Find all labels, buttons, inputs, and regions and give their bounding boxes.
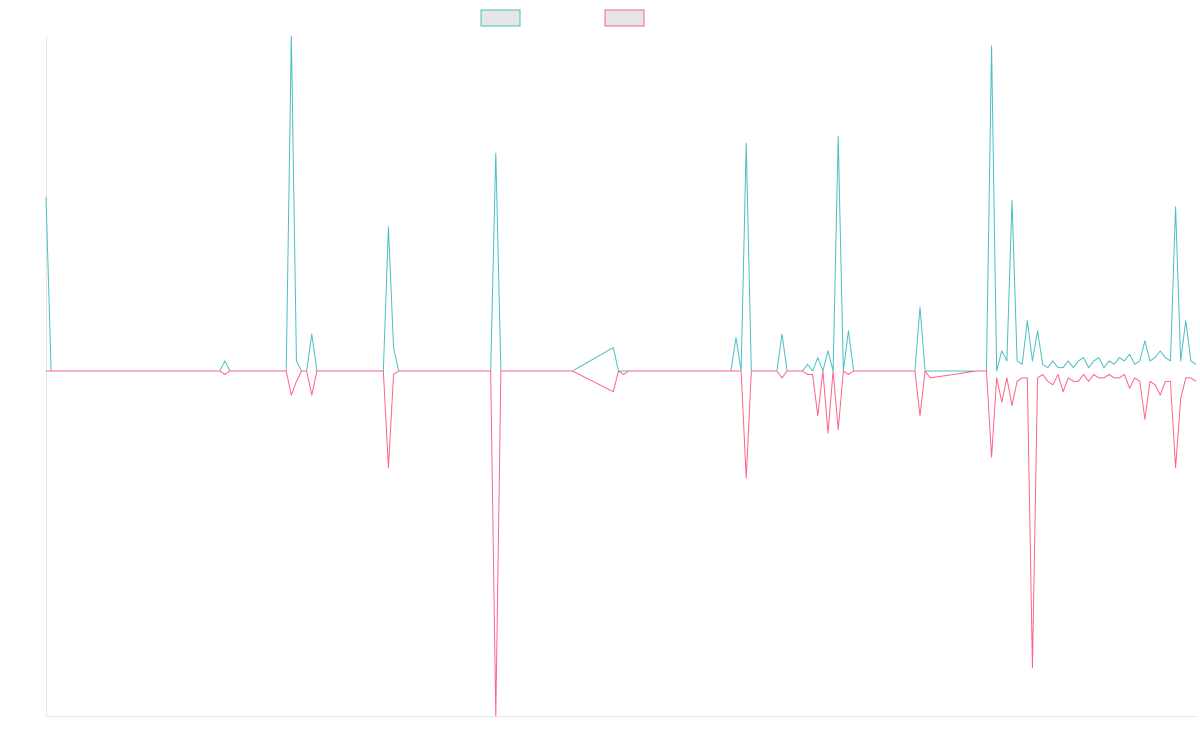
legend-swatch-series-1[interactable] [480,9,521,27]
series-1-line [45,35,1197,372]
series-2-line [46,370,1197,717]
legend-swatch-series-2[interactable] [604,9,645,27]
chart-legend [480,9,645,27]
plot-area [45,35,1197,717]
